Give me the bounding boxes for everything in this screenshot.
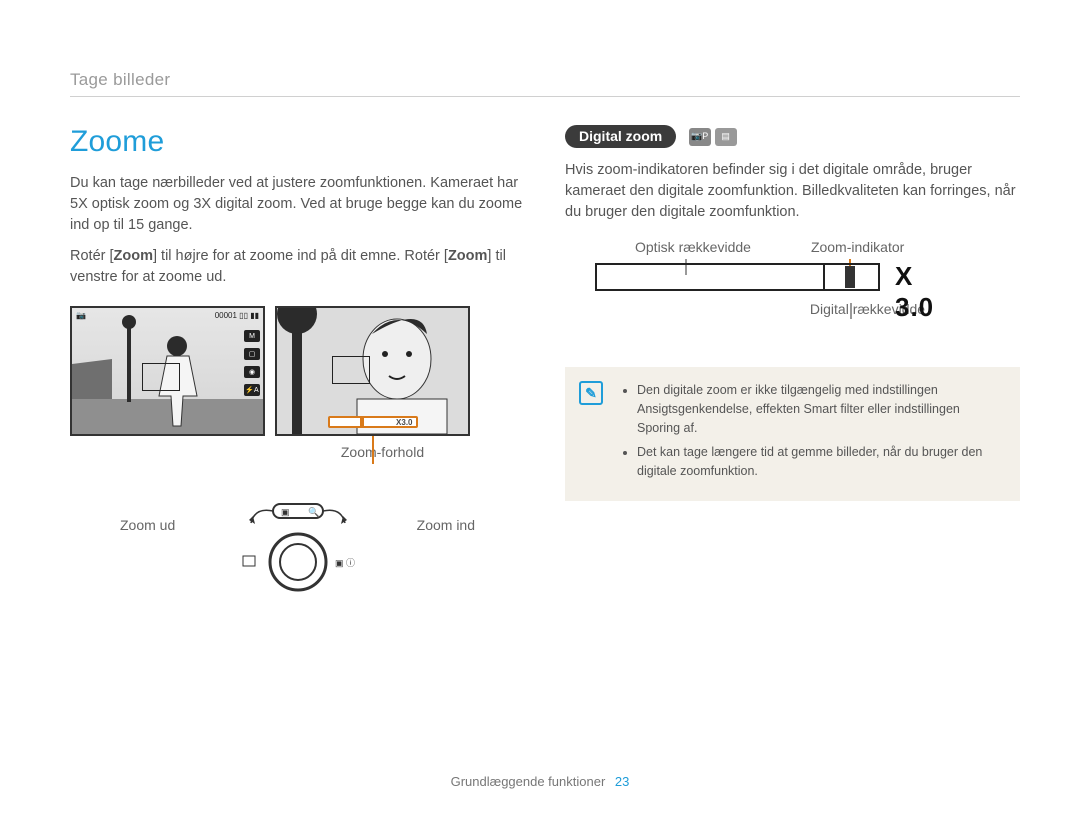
page-number: 23 [615, 774, 629, 789]
text-fragment: Rotér [ [70, 248, 114, 264]
svg-text:▣ ⓘ: ▣ ⓘ [335, 558, 355, 568]
mode-camera-icon: 📷P [689, 128, 711, 146]
zoom-ratio-bar: X3.0 [328, 416, 418, 428]
svg-text:▣: ▣ [281, 507, 290, 517]
scene-illustration-zoomed [277, 306, 470, 434]
zoom-dial-diagram: Zoom ud Zoom ind ▣ 🔍 ▣ ⓘ [70, 472, 525, 602]
optical-range-label: Optisk rækkevidde [635, 239, 751, 255]
note-box: ✎ Den digitale zoom er ikke tilgængelig … [565, 367, 1020, 501]
zoom-ratio-caption: Zoom-forhold [70, 444, 525, 460]
section-title: Zoome [70, 125, 525, 159]
instruction-paragraph: Rotér [Zoom] til højre for at zoome ind … [70, 246, 525, 288]
camera-screen-wide: 📷 00001 ▯▯ ▮▮ M ▢ ◉ ⚡A [70, 306, 265, 436]
intro-paragraph: Du kan tage nærbilleder ved at justere z… [70, 173, 525, 236]
zoom-indicator-label: Zoom-indikator [811, 239, 904, 255]
optical-range-segment [595, 263, 825, 291]
zoom-keyword: Zoom [448, 248, 487, 264]
digital-zoom-paragraph: Hvis zoom-indikatoren befinder sig i det… [565, 160, 1020, 223]
camera-screen-zoomed: 📷 00001 ▯▯ ▮▮ M ▢ ◉ ⚡A [275, 306, 470, 436]
page-footer: Grundlæggende funktioner 23 [0, 774, 1080, 789]
focus-frame [142, 363, 180, 391]
focus-frame [332, 356, 370, 384]
svg-text:🔍: 🔍 [308, 506, 319, 517]
breadcrumb: Tage billeder [70, 70, 1020, 97]
note-icon: ✎ [579, 381, 603, 405]
callout-line [850, 303, 852, 319]
footer-section: Grundlæggende funktioner [451, 774, 606, 789]
zoom-range-diagram: Optisk rækkevidde Zoom-indikator X 3.0 D… [565, 239, 1020, 339]
zoom-keyword: Zoom [114, 248, 153, 264]
zoom-in-label: Zoom ind [417, 517, 475, 533]
zoom-ratio-value: X3.0 [393, 418, 415, 427]
right-column: Digital zoom 📷P ▤ Hvis zoom-indikatoren … [565, 125, 1020, 602]
zoom-value-text: X 3.0 [895, 261, 955, 323]
text-fragment: ] til højre for at zoome ind på dit emne… [153, 248, 448, 264]
zoom-out-label: Zoom ud [120, 517, 175, 533]
note-item: Den digitale zoom er ikke tilgængelig me… [637, 381, 1004, 437]
zoom-indicator-marker [845, 266, 855, 288]
left-column: Zoome Du kan tage nærbilleder ved at jus… [70, 125, 525, 602]
note-item: Det kan tage længere tid at gemme billed… [637, 443, 1004, 481]
mode-scene-icon: ▤ [715, 128, 737, 146]
callout-line [372, 436, 374, 464]
camera-screenshots: 📷 00001 ▯▯ ▮▮ M ▢ ◉ ⚡A [70, 306, 525, 436]
digital-zoom-pill: Digital zoom [565, 125, 676, 148]
